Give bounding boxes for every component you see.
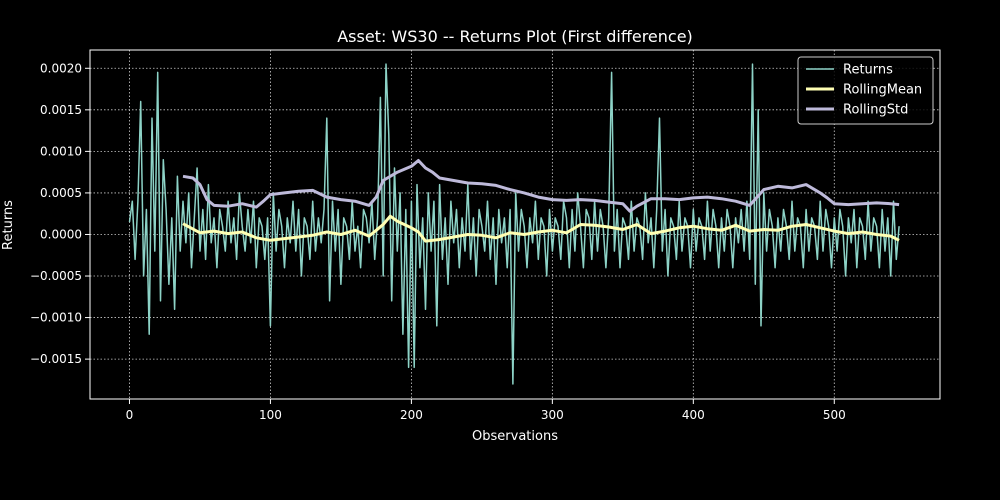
y-tick-label: −0.0015 xyxy=(30,352,82,366)
y-tick-label: 0.0005 xyxy=(40,186,82,200)
y-axis-label: Returns xyxy=(1,200,16,250)
tick-layer: 0 100 200 300 400 500 −0.0015 −0.0010 −0.0005 0.0… xyxy=(30,61,846,422)
y-tick-label: 0.0015 xyxy=(40,103,82,117)
legend-label: RollingMean xyxy=(843,83,922,98)
legend-box xyxy=(797,56,934,125)
series-line-rollingmean xyxy=(182,214,900,243)
y-tick-label: −0.0005 xyxy=(30,269,82,283)
x-tick-label: 500 xyxy=(823,408,846,422)
series-line-returns xyxy=(128,63,900,385)
legend-label: RollingStd xyxy=(843,103,908,118)
y-tick-label: 0.0020 xyxy=(40,61,82,75)
x-tick-label: 300 xyxy=(541,408,564,422)
x-tick-label: 400 xyxy=(682,408,705,422)
series-layer xyxy=(128,63,900,385)
x-tick-label: 0 xyxy=(126,408,134,422)
plot-frame xyxy=(89,49,941,400)
y-tick-label: 0.0010 xyxy=(40,144,82,158)
x-tick-label: 100 xyxy=(259,408,282,422)
x-axis-label: Observations xyxy=(472,429,558,444)
y-tick-label: 0.0000 xyxy=(40,227,82,241)
legend-label: Returns xyxy=(843,63,893,78)
legend: Returns RollingMean RollingStd xyxy=(797,56,934,125)
series-line-rollingstd xyxy=(182,159,900,213)
x-tick-label: 200 xyxy=(400,408,423,422)
chart-title: Asset: WS30 -- Returns Plot (First diffe… xyxy=(337,27,693,46)
y-tick-label: −0.0010 xyxy=(30,311,82,325)
